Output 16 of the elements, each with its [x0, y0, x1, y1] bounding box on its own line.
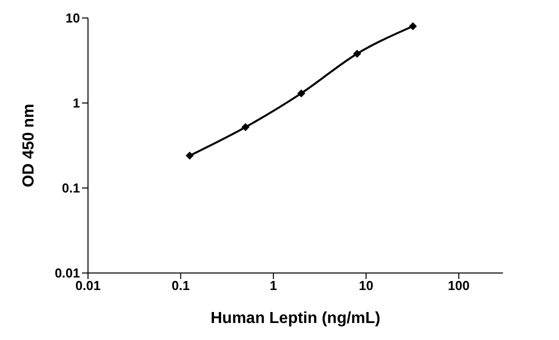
y-tick-label: 1 [72, 96, 80, 111]
y-tick-label: 0.01 [54, 266, 80, 281]
x-axis-title: Human Leptin (ng/mL) [210, 310, 380, 327]
point [408, 22, 417, 30]
x-tick-label: 100 [448, 278, 470, 294]
point [353, 50, 362, 58]
point [186, 152, 194, 160]
x-tick-label: 0.1 [172, 278, 190, 294]
point [241, 123, 250, 132]
y-axis-title: OD 450 nm [20, 104, 38, 188]
x-tick-label: 0.01 [75, 278, 101, 294]
y-tick-label: 0.1 [62, 180, 80, 196]
y-tick-label: 10 [66, 10, 80, 26]
x-tick-label: 1 [270, 278, 278, 294]
x-tick-label: 10 [358, 278, 374, 294]
point [297, 89, 306, 98]
